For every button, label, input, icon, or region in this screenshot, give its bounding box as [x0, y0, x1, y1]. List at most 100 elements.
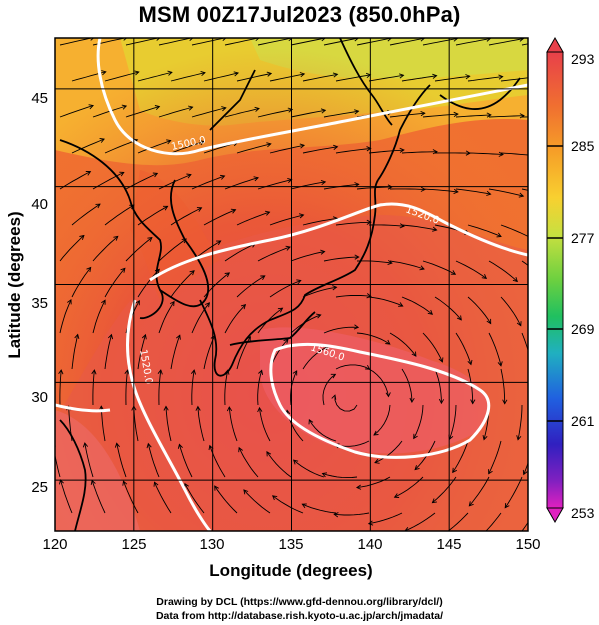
streamline [59, 369, 62, 406]
streamline [269, 214, 304, 226]
streamline-arrowhead [420, 110, 426, 117]
streamline [488, 115, 525, 118]
colorbar-tick-label: 293 [571, 51, 595, 67]
streamline [125, 237, 153, 262]
streamline-arrowhead [498, 74, 504, 80]
streamline-arrowhead [208, 444, 214, 451]
streamline-arrowhead [204, 302, 210, 308]
streamline-arrowhead [221, 106, 227, 112]
streamline-arrowhead [163, 205, 169, 211]
streamline [92, 300, 106, 334]
streamline [334, 395, 358, 412]
streamline-arrowhead [141, 333, 147, 340]
y-tick-label: 25 [31, 479, 48, 496]
streamline [60, 479, 73, 514]
chart-title: MSM 00Z17Jul2023 (850.0hPa) [138, 2, 461, 27]
streamline [209, 445, 226, 478]
streamline-arrowhead [135, 300, 140, 306]
streamline [401, 224, 437, 231]
streamline-arrowhead [254, 106, 260, 112]
streamline [455, 114, 491, 118]
streamline-arrowhead [124, 369, 130, 375]
streamline-arrowhead [393, 493, 400, 498]
streamline-arrowhead [157, 369, 163, 375]
streamline [374, 440, 403, 464]
streamline-arrowhead [226, 406, 233, 412]
streamline-arrowhead [413, 433, 418, 440]
streamline-arrowhead [156, 38, 161, 41]
streamline [170, 270, 195, 298]
streamline [224, 304, 246, 334]
streamline-arrowhead [293, 459, 299, 465]
streamline [191, 370, 195, 406]
streamline-arrowhead [233, 71, 240, 77]
streamline [323, 110, 359, 118]
streamline [467, 76, 503, 82]
streamline [500, 152, 528, 156]
streamline-arrowhead [373, 430, 379, 436]
streamline-arrowhead [519, 113, 525, 119]
streamline [422, 260, 456, 275]
streamline-arrowhead [224, 272, 231, 278]
streamline [104, 204, 135, 226]
streamline [178, 444, 193, 478]
streamline-arrowhead [253, 176, 259, 182]
streamline [170, 141, 205, 154]
streamline [92, 171, 124, 190]
streamline-arrowhead [287, 107, 294, 113]
streamline-arrowhead [121, 104, 128, 110]
x-tick-label: 120 [42, 536, 67, 553]
streamline [55, 453, 61, 478]
y-tick-label: 40 [31, 196, 48, 213]
y-tick-label: 35 [31, 295, 48, 312]
streamline-arrowhead [465, 74, 471, 80]
streamline-arrowhead [427, 309, 434, 315]
streamline-arrowhead [565, 154, 569, 158]
streamline-arrowhead [260, 275, 266, 281]
streamline-arrowhead [264, 210, 271, 216]
streamline [394, 476, 424, 498]
streamline-arrowhead [470, 399, 476, 405]
height-contours [55, 38, 528, 531]
streamline [214, 485, 238, 514]
streamline-arrowhead [243, 489, 249, 495]
streamline-arrowhead [95, 203, 101, 209]
streamline [322, 473, 358, 479]
x-axis: 120 125 130 135 140 145 150 [42, 536, 540, 553]
streamline [368, 296, 403, 307]
streamline-arrowhead [123, 38, 128, 41]
streamline-arrowhead [214, 485, 219, 491]
streamline-arrowhead [266, 71, 273, 77]
streamline-arrowhead [258, 369, 264, 375]
streamline-arrowhead [98, 405, 104, 411]
streamline [335, 147, 371, 154]
streamline [323, 326, 359, 334]
streamline-arrowhead [414, 465, 420, 471]
streamline-arrowhead [101, 70, 107, 76]
streamline-arrowhead [411, 351, 417, 357]
y-axis-label: Latitude (degrees) [5, 211, 24, 358]
streamline-arrowhead [518, 192, 525, 198]
colorbar-scale [546, 51, 564, 509]
streamline-arrowhead [419, 265, 425, 271]
streamline-arrowhead [353, 324, 360, 330]
streamline-arrowhead [366, 293, 372, 299]
streamline-arrowhead [240, 304, 247, 310]
streamline-arrowhead [299, 143, 306, 149]
streamline [71, 267, 92, 298]
streamline-arrowhead [486, 190, 492, 196]
streamline [467, 296, 492, 324]
streamline-arrowhead [199, 140, 205, 146]
streamline-arrowhead [532, 75, 536, 79]
streamline-arrowhead [271, 495, 278, 501]
streamline-arrowhead [90, 38, 95, 41]
streamline-arrowhead [196, 207, 203, 212]
streamline-arrowhead [99, 138, 105, 143]
x-tick-label: 145 [436, 536, 461, 553]
streamline-arrowhead [120, 267, 126, 273]
streamline-arrowhead [532, 153, 536, 157]
streamline-arrowhead [169, 300, 175, 307]
streamline [373, 404, 391, 436]
streamline [104, 268, 126, 298]
streamline [389, 332, 417, 357]
